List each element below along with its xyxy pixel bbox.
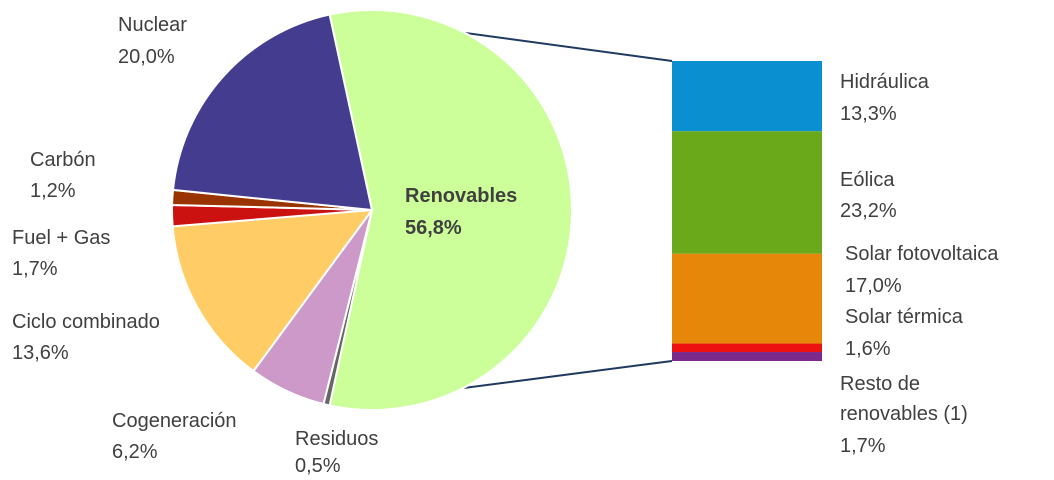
slice-value-nuclear: 20,0%	[118, 46, 175, 68]
pie-slice-nuclear	[171, 13, 374, 212]
slice-value-renovables: 56,8%	[405, 217, 462, 239]
slice-value-residuos: 0,5%	[295, 455, 341, 477]
slice-label-fuel-gas: Fuel + Gas	[12, 227, 110, 249]
segment-label-resto-line1: Resto de	[840, 373, 920, 395]
bar-segment-solar-termica	[672, 343, 822, 353]
bar-segment-resto-de-renovables-1	[672, 352, 822, 361]
slice-label-residuos: Residuos	[295, 428, 378, 450]
bar-segment-eolica	[672, 131, 822, 254]
slice-value-carbon: 1,2%	[30, 180, 76, 202]
slice-label-renovables: Renovables	[405, 185, 517, 207]
slice-value-ciclo-combinado: 13,6%	[12, 342, 69, 364]
slice-value-cogeneracion: 6,2%	[112, 441, 158, 463]
slice-label-ciclo-combinado: Ciclo combinado	[12, 311, 160, 333]
segment-label-resto-line2: renovables (1)	[840, 403, 968, 425]
segment-label-eolica: Eólica	[840, 169, 895, 191]
slice-value-fuel-gas: 1,7%	[12, 258, 58, 280]
bar-segment-hidraulica	[672, 61, 822, 132]
segment-label-solar-fotovoltaica: Solar fotovoltaica	[845, 243, 999, 265]
slice-label-carbon: Carbón	[30, 149, 96, 171]
segment-value-solar-termica: 1,6%	[845, 338, 891, 360]
bar-segment-solar-fotovoltaica	[672, 253, 822, 344]
segment-value-hidraulica: 13,3%	[840, 103, 897, 125]
breakdown-bar	[672, 61, 822, 361]
segment-value-eolica: 23,2%	[840, 200, 897, 222]
pie-slice-ciclo-combinado	[171, 208, 375, 373]
pie	[170, 9, 573, 411]
segment-label-solar-termica: Solar térmica	[845, 306, 964, 328]
segment-label-hidraulica: Hidráulica	[840, 71, 930, 93]
slice-label-nuclear: Nuclear	[118, 14, 187, 36]
segment-value-solar-fotovoltaica: 17,0%	[845, 275, 902, 297]
pie-slice-renovables	[328, 9, 573, 411]
slice-label-cogeneracion: Cogeneración	[112, 410, 237, 432]
segment-value-resto: 1,7%	[840, 435, 886, 457]
